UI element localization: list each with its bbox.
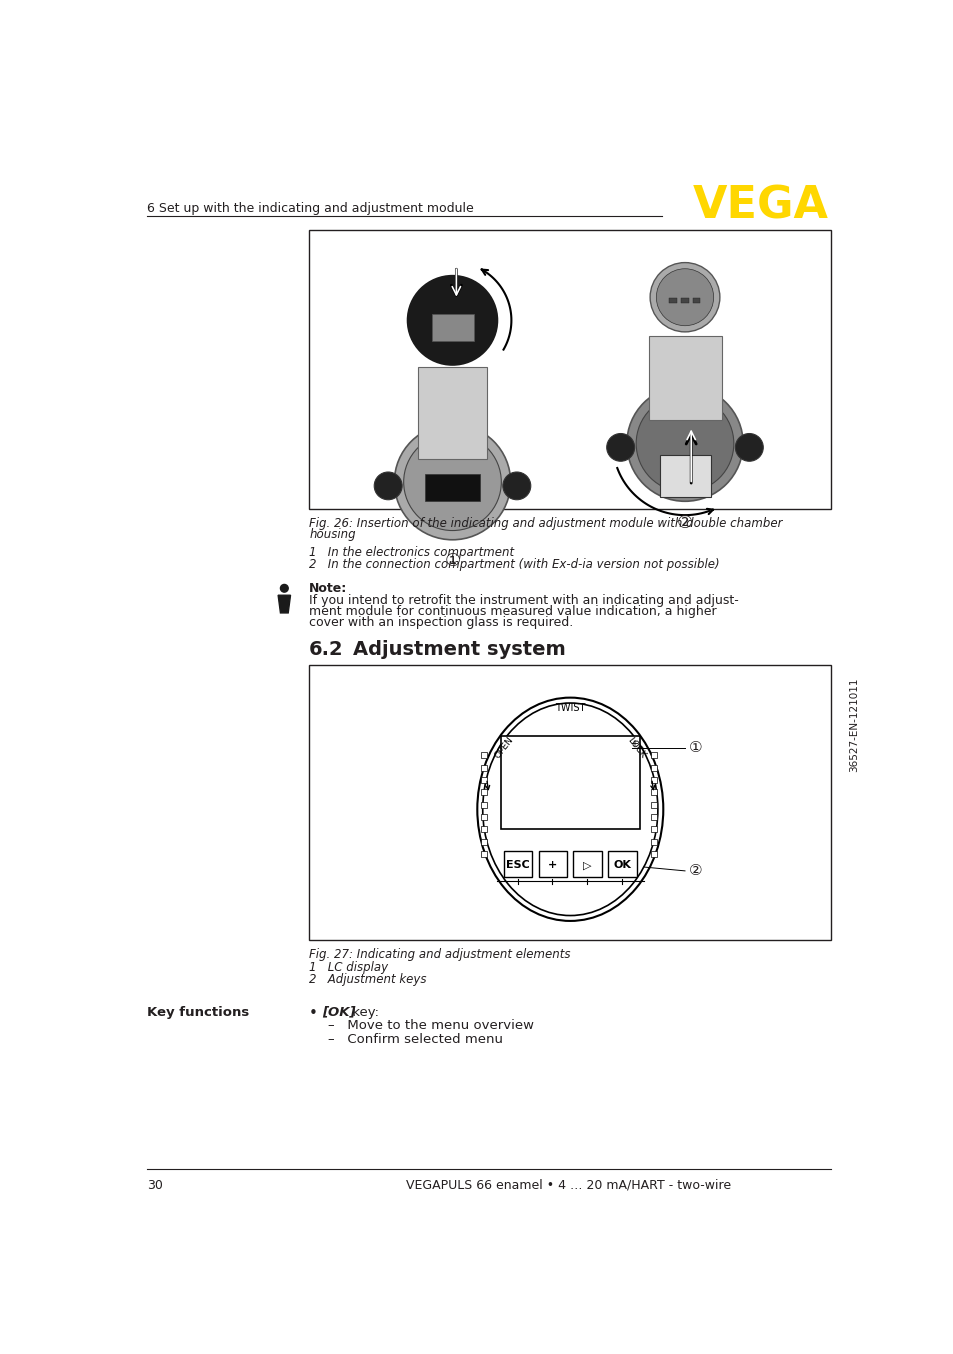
FancyBboxPatch shape xyxy=(480,802,487,808)
FancyBboxPatch shape xyxy=(659,455,710,497)
FancyBboxPatch shape xyxy=(417,367,487,459)
Bar xyxy=(309,665,830,940)
Text: –   Move to the menu overview: – Move to the menu overview xyxy=(328,1020,534,1033)
FancyBboxPatch shape xyxy=(650,838,657,845)
Text: OK: OK xyxy=(613,861,631,871)
Text: 1   In the electronics compartment: 1 In the electronics compartment xyxy=(309,546,514,559)
Ellipse shape xyxy=(476,697,662,921)
FancyBboxPatch shape xyxy=(650,850,657,857)
Circle shape xyxy=(735,433,762,462)
Text: 36527-EN-121011: 36527-EN-121011 xyxy=(848,677,858,772)
Circle shape xyxy=(403,433,500,531)
Text: 1   LC display: 1 LC display xyxy=(309,961,388,974)
Text: key:: key: xyxy=(348,1006,378,1018)
FancyBboxPatch shape xyxy=(648,336,721,421)
FancyBboxPatch shape xyxy=(480,765,487,770)
Polygon shape xyxy=(278,596,291,613)
FancyBboxPatch shape xyxy=(480,777,487,783)
Text: 6 Set up with the indicating and adjustment module: 6 Set up with the indicating and adjustm… xyxy=(147,202,474,215)
FancyBboxPatch shape xyxy=(650,777,657,783)
Text: Key functions: Key functions xyxy=(147,1006,249,1018)
Circle shape xyxy=(649,263,720,332)
FancyBboxPatch shape xyxy=(608,850,637,877)
Text: 6.2: 6.2 xyxy=(309,640,343,659)
FancyBboxPatch shape xyxy=(431,314,474,341)
Text: –   Confirm selected menu: – Confirm selected menu xyxy=(328,1033,503,1047)
Text: VEGAPULS 66 enamel • 4 … 20 mA/HART - two-wire: VEGAPULS 66 enamel • 4 … 20 mA/HART - tw… xyxy=(406,1179,731,1192)
Text: ②: ② xyxy=(677,513,692,532)
Text: •: • xyxy=(309,1006,317,1021)
Text: ESC: ESC xyxy=(505,861,529,871)
Text: OPEN: OPEN xyxy=(493,735,515,760)
Text: ①: ① xyxy=(444,552,460,570)
Text: Fig. 27: Indicating and adjustment elements: Fig. 27: Indicating and adjustment eleme… xyxy=(309,948,570,961)
Text: housing: housing xyxy=(309,528,355,542)
Text: +: + xyxy=(547,861,557,871)
Circle shape xyxy=(407,276,497,366)
Text: [OK]: [OK] xyxy=(322,1006,355,1018)
Bar xyxy=(309,230,830,509)
FancyBboxPatch shape xyxy=(650,814,657,821)
FancyBboxPatch shape xyxy=(480,753,487,758)
FancyBboxPatch shape xyxy=(503,850,532,877)
Text: 2   In the connection compartment (with Ex-d-ia version not possible): 2 In the connection compartment (with Ex… xyxy=(309,558,719,571)
Circle shape xyxy=(502,473,530,500)
Circle shape xyxy=(606,433,634,462)
Text: ment module for continuous measured value indication, a higher: ment module for continuous measured valu… xyxy=(309,605,716,619)
FancyBboxPatch shape xyxy=(650,753,657,758)
Circle shape xyxy=(636,395,733,492)
Text: ②: ② xyxy=(688,864,701,879)
FancyBboxPatch shape xyxy=(680,298,688,303)
Text: TWIST: TWIST xyxy=(555,703,585,714)
Text: 2   Adjustment keys: 2 Adjustment keys xyxy=(309,974,426,986)
Circle shape xyxy=(280,585,288,592)
FancyBboxPatch shape xyxy=(425,474,479,501)
FancyBboxPatch shape xyxy=(537,850,567,877)
FancyBboxPatch shape xyxy=(480,814,487,821)
FancyBboxPatch shape xyxy=(480,850,487,857)
Text: If you intend to retrofit the instrument with an indicating and adjust-: If you intend to retrofit the instrument… xyxy=(309,594,739,608)
FancyBboxPatch shape xyxy=(650,789,657,795)
Text: cover with an inspection glass is required.: cover with an inspection glass is requir… xyxy=(309,616,573,630)
Text: ▷: ▷ xyxy=(582,861,591,871)
Circle shape xyxy=(394,424,510,540)
FancyBboxPatch shape xyxy=(480,838,487,845)
Text: ①: ① xyxy=(688,741,701,756)
Text: +: + xyxy=(629,739,638,749)
Text: LOCK: LOCK xyxy=(624,735,646,760)
FancyBboxPatch shape xyxy=(669,298,677,303)
Text: VEGA: VEGA xyxy=(692,184,827,227)
FancyBboxPatch shape xyxy=(650,765,657,770)
FancyBboxPatch shape xyxy=(650,802,657,808)
FancyBboxPatch shape xyxy=(480,789,487,795)
FancyBboxPatch shape xyxy=(573,850,601,877)
FancyBboxPatch shape xyxy=(650,826,657,833)
Ellipse shape xyxy=(482,703,658,915)
FancyBboxPatch shape xyxy=(500,737,639,829)
Text: Adjustment system: Adjustment system xyxy=(353,640,565,659)
Text: Fig. 26: Insertion of the indicating and adjustment module with double chamber: Fig. 26: Insertion of the indicating and… xyxy=(309,517,781,529)
Circle shape xyxy=(374,473,402,500)
Circle shape xyxy=(656,268,713,326)
FancyBboxPatch shape xyxy=(480,826,487,833)
Text: 30: 30 xyxy=(147,1179,163,1192)
Circle shape xyxy=(626,386,742,501)
Text: Note:: Note: xyxy=(309,582,347,596)
FancyBboxPatch shape xyxy=(692,298,700,303)
